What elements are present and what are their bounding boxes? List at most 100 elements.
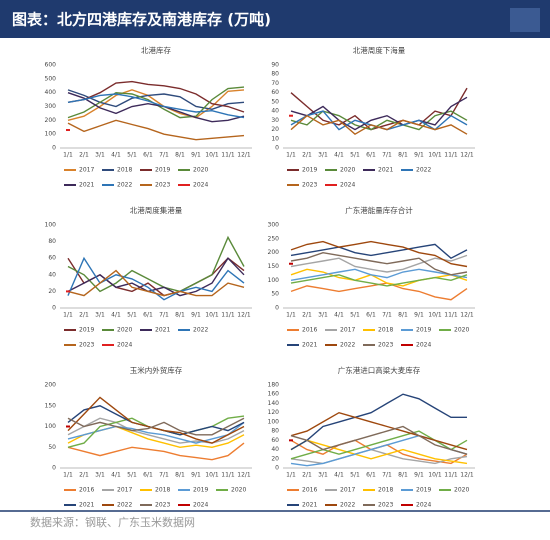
- y-tick-label: 20: [271, 455, 279, 462]
- x-tick-label: 9/1: [414, 152, 424, 159]
- series-line: [290, 282, 468, 301]
- header-bar: [0, 0, 550, 38]
- y-tick-label: 40: [271, 446, 279, 453]
- y-tick-label: 20: [48, 288, 56, 295]
- x-tick-label: 1/1: [286, 152, 296, 159]
- x-tick-label: 6/1: [143, 312, 153, 319]
- source: 数据来源：钢联、广东玉米数据网: [30, 515, 195, 529]
- y-tick-label: 60: [271, 89, 279, 96]
- x-tick-label: 5/1: [127, 152, 137, 159]
- x-tick-label: 7/1: [382, 312, 392, 319]
- series-line: [67, 417, 245, 444]
- series-line: [67, 269, 245, 297]
- chart-title: 广东港进口高粱大麦库存: [338, 365, 421, 375]
- x-tick-label: 1/1: [286, 472, 296, 479]
- series-line: [67, 80, 245, 113]
- legend-label: 2021: [302, 502, 317, 509]
- legend-label: 2017: [340, 487, 355, 494]
- x-tick-label: 11/1: [221, 312, 235, 319]
- x-tick-label: 8/1: [398, 152, 408, 159]
- legend-label: 2023: [155, 502, 170, 509]
- x-tick-label: 2/1: [79, 312, 89, 319]
- chart-title: 玉米内外贸库存: [130, 365, 183, 375]
- y-tick-label: 200: [268, 249, 280, 256]
- y-tick-label: 80: [271, 428, 279, 435]
- y-tick-label: 180: [268, 382, 280, 389]
- y-tick-label: 40: [271, 108, 279, 115]
- series-line: [67, 405, 245, 436]
- x-tick-label: 12/1: [460, 152, 474, 159]
- y-tick-label: 150: [45, 402, 57, 409]
- series-line: [290, 411, 468, 451]
- y-tick-label: 150: [268, 263, 280, 270]
- legend-label: 2021: [302, 342, 317, 349]
- series-line: [67, 89, 245, 111]
- x-tick-label: 4/1: [334, 472, 344, 479]
- x-tick-label: 6/1: [366, 472, 376, 479]
- x-tick-label: 5/1: [350, 152, 360, 159]
- y-tick-label: 0: [52, 465, 56, 472]
- x-tick-label: 11/1: [444, 472, 458, 479]
- legend-label: 2016: [302, 327, 317, 334]
- y-tick-label: 0: [275, 305, 279, 312]
- series-line: [290, 393, 467, 451]
- y-tick-label: 90: [271, 62, 279, 69]
- x-tick-label: 5/1: [127, 472, 137, 479]
- legend-label: 2022: [416, 167, 431, 174]
- legend-label: 2020: [117, 327, 132, 334]
- x-tick-label: 12/1: [460, 472, 474, 479]
- legend-label: 2021: [79, 182, 94, 189]
- legend-label: 2018: [155, 487, 170, 494]
- y-tick-label: 0: [275, 145, 279, 152]
- x-tick-label: 10/1: [428, 312, 442, 319]
- x-tick-label: 8/1: [175, 472, 185, 479]
- x-tick-label: 11/1: [221, 472, 235, 479]
- x-tick-label: 7/1: [382, 472, 392, 479]
- x-tick-label: 10/1: [205, 152, 219, 159]
- x-tick-label: 7/1: [382, 152, 392, 159]
- y-tick-label: 100: [268, 418, 280, 425]
- series-line: [67, 257, 245, 297]
- legend-label: 2020: [231, 487, 246, 494]
- series-line: [67, 396, 245, 444]
- x-tick-label: 1/1: [286, 312, 296, 319]
- y-tick-label: 60: [271, 437, 279, 444]
- series-line: [290, 254, 468, 273]
- series-line: [290, 448, 468, 465]
- series-line: [67, 86, 245, 119]
- y-tick-label: 100: [268, 277, 280, 284]
- y-tick-label: 0: [52, 145, 56, 152]
- x-tick-label: 12/1: [237, 472, 251, 479]
- y-tick-label: 160: [268, 391, 280, 398]
- series-line: [290, 439, 468, 465]
- legend-label: 2020: [454, 327, 469, 334]
- legend-label: 2019: [79, 327, 94, 334]
- y-tick-label: 50: [271, 291, 279, 298]
- chart-title: 北港周度下海量: [353, 45, 406, 55]
- x-tick-label: 7/1: [159, 472, 169, 479]
- x-tick-label: 5/1: [350, 312, 360, 319]
- series-line: [290, 251, 468, 276]
- x-tick-label: 2/1: [302, 312, 312, 319]
- x-tick-label: 4/1: [334, 152, 344, 159]
- logo: [510, 8, 540, 32]
- series-line: [67, 421, 245, 444]
- x-tick-label: 3/1: [318, 312, 328, 319]
- series-line: [290, 87, 468, 131]
- x-tick-label: 10/1: [428, 472, 442, 479]
- y-tick-label: 200: [45, 382, 57, 389]
- y-tick-label: 300: [268, 222, 280, 229]
- legend-label: 2018: [117, 167, 132, 174]
- x-tick-label: 9/1: [414, 312, 424, 319]
- legend-label: 2019: [193, 487, 208, 494]
- x-tick-label: 10/1: [428, 152, 442, 159]
- legend-label: 2023: [378, 342, 393, 349]
- y-tick-label: 0: [52, 305, 56, 312]
- y-tick-label: 600: [45, 62, 57, 69]
- legend-label: 2018: [378, 487, 393, 494]
- x-tick-label: 7/1: [159, 312, 169, 319]
- y-tick-label: 50: [48, 444, 56, 451]
- y-tick-label: 60: [48, 255, 56, 262]
